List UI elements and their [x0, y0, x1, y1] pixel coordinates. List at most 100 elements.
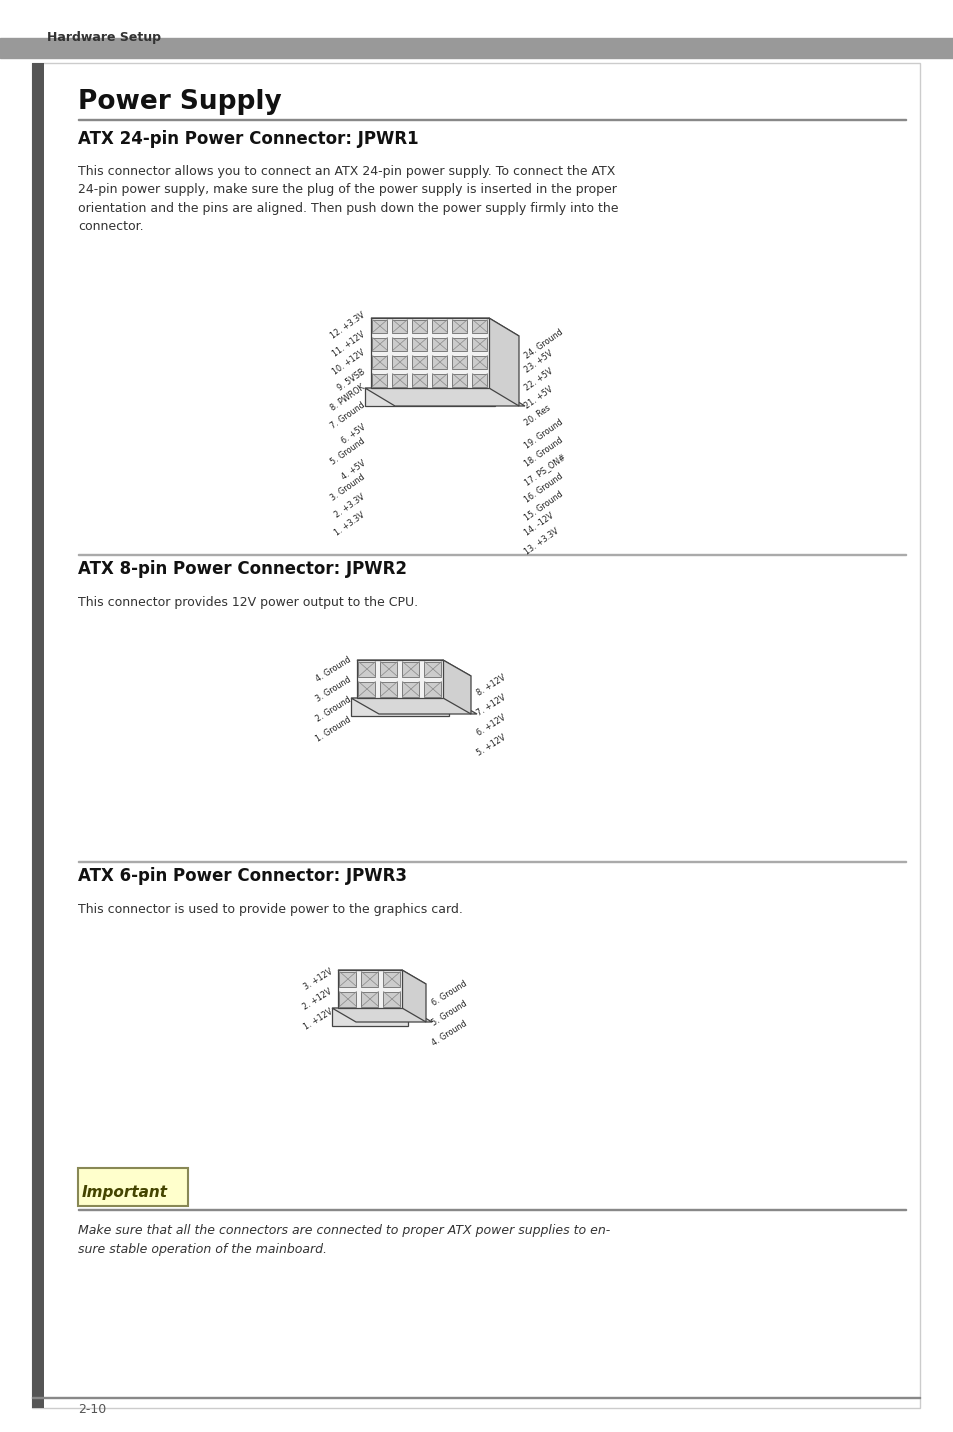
- Bar: [452, 319, 467, 332]
- Text: Power Supply: Power Supply: [78, 89, 281, 115]
- Text: 4. Ground: 4. Ground: [314, 654, 353, 683]
- Bar: [383, 991, 400, 1007]
- Polygon shape: [401, 969, 426, 1022]
- Bar: [452, 338, 467, 351]
- Polygon shape: [365, 388, 495, 407]
- Text: 7. Ground: 7. Ground: [329, 401, 367, 431]
- Text: 11. +12V: 11. +12V: [331, 329, 367, 358]
- Text: Hardware Setup: Hardware Setup: [47, 32, 161, 44]
- Polygon shape: [332, 1008, 408, 1025]
- Polygon shape: [371, 318, 518, 337]
- Text: 15. Ground: 15. Ground: [522, 490, 564, 523]
- Text: 10. +12V: 10. +12V: [331, 348, 367, 377]
- Text: 6. +5V: 6. +5V: [339, 422, 367, 445]
- Text: 19. Ground: 19. Ground: [522, 418, 564, 451]
- Text: 2. +12V: 2. +12V: [301, 987, 334, 1011]
- Bar: [32, 63, 44, 1408]
- Bar: [358, 662, 375, 676]
- Bar: [452, 355, 467, 368]
- Bar: [392, 338, 407, 351]
- Text: 3. +12V: 3. +12V: [301, 967, 334, 991]
- Text: 8. +12V: 8. +12V: [475, 673, 507, 697]
- Text: 2-10: 2-10: [78, 1403, 106, 1416]
- Bar: [424, 662, 441, 676]
- Bar: [472, 338, 487, 351]
- Polygon shape: [351, 697, 449, 716]
- Bar: [339, 991, 356, 1007]
- Text: 18. Ground: 18. Ground: [522, 435, 564, 468]
- Text: 14. -12V: 14. -12V: [522, 511, 555, 537]
- Text: ATX 24-pin Power Connector: JPWR1: ATX 24-pin Power Connector: JPWR1: [78, 130, 418, 147]
- Polygon shape: [332, 1008, 432, 1022]
- Polygon shape: [365, 388, 524, 407]
- Polygon shape: [356, 660, 471, 676]
- Text: Make sure that all the connectors are connected to proper ATX power supplies to : Make sure that all the connectors are co…: [78, 1224, 610, 1256]
- Polygon shape: [489, 318, 518, 407]
- Polygon shape: [351, 697, 476, 715]
- Text: ATX 8-pin Power Connector: JPWR2: ATX 8-pin Power Connector: JPWR2: [78, 560, 407, 579]
- Text: 2. +3.3V: 2. +3.3V: [333, 493, 367, 520]
- Text: 1. +12V: 1. +12V: [301, 1007, 334, 1031]
- Bar: [372, 355, 387, 368]
- Bar: [432, 319, 447, 332]
- Polygon shape: [337, 969, 401, 1008]
- Text: 22. +5V: 22. +5V: [522, 367, 555, 392]
- Text: 17. PS_ON#: 17. PS_ON#: [522, 453, 567, 487]
- Polygon shape: [371, 318, 489, 388]
- Bar: [78, 554, 905, 556]
- Text: 21. +5V: 21. +5V: [522, 385, 554, 411]
- Bar: [412, 319, 427, 332]
- Text: 3. Ground: 3. Ground: [329, 473, 367, 503]
- Bar: [372, 374, 387, 387]
- Bar: [472, 374, 487, 387]
- Bar: [402, 682, 419, 696]
- Text: ATX 6-pin Power Connector: JPWR3: ATX 6-pin Power Connector: JPWR3: [78, 866, 407, 885]
- Text: 6. Ground: 6. Ground: [430, 978, 468, 1007]
- Bar: [412, 338, 427, 351]
- Bar: [380, 662, 397, 676]
- Text: 3. Ground: 3. Ground: [314, 674, 353, 703]
- Bar: [78, 119, 905, 120]
- Bar: [472, 355, 487, 368]
- Bar: [452, 374, 467, 387]
- Text: 1. Ground: 1. Ground: [314, 715, 353, 743]
- Bar: [412, 355, 427, 368]
- Bar: [424, 682, 441, 696]
- Text: 4. +5V: 4. +5V: [339, 458, 367, 481]
- Bar: [412, 374, 427, 387]
- Text: 6. +12V: 6. +12V: [475, 713, 507, 737]
- Bar: [432, 355, 447, 368]
- Bar: [392, 374, 407, 387]
- Bar: [383, 971, 400, 987]
- Bar: [392, 319, 407, 332]
- Text: 8. PWROK: 8. PWROK: [329, 382, 367, 412]
- Text: 4. Ground: 4. Ground: [430, 1018, 468, 1047]
- Text: This connector provides 12V power output to the CPU.: This connector provides 12V power output…: [78, 596, 417, 609]
- Text: This connector is used to provide power to the graphics card.: This connector is used to provide power …: [78, 904, 462, 916]
- Text: 9. 5VSB: 9. 5VSB: [335, 368, 367, 392]
- Bar: [432, 338, 447, 351]
- FancyBboxPatch shape: [78, 1169, 188, 1206]
- Bar: [78, 861, 905, 862]
- Bar: [432, 374, 447, 387]
- Text: 24. Ground: 24. Ground: [522, 328, 564, 361]
- Text: 5. Ground: 5. Ground: [329, 437, 367, 467]
- Polygon shape: [442, 660, 471, 715]
- Bar: [380, 682, 397, 696]
- Text: 7. +12V: 7. +12V: [475, 693, 507, 717]
- Bar: [361, 991, 378, 1007]
- Text: 13. +3.3V: 13. +3.3V: [522, 527, 560, 557]
- Text: 16. Ground: 16. Ground: [522, 471, 564, 504]
- Text: Important: Important: [82, 1184, 168, 1200]
- Bar: [392, 355, 407, 368]
- Bar: [372, 319, 387, 332]
- Bar: [472, 319, 487, 332]
- Text: 2. Ground: 2. Ground: [314, 695, 353, 723]
- Text: 23. +5V: 23. +5V: [522, 349, 554, 375]
- Text: This connector allows you to connect an ATX 24-pin power supply. To connect the : This connector allows you to connect an …: [78, 165, 618, 233]
- Bar: [372, 338, 387, 351]
- Bar: [358, 682, 375, 696]
- Text: 1. +3.3V: 1. +3.3V: [334, 510, 367, 537]
- Bar: [0, 39, 953, 59]
- Text: 5. +12V: 5. +12V: [475, 733, 507, 758]
